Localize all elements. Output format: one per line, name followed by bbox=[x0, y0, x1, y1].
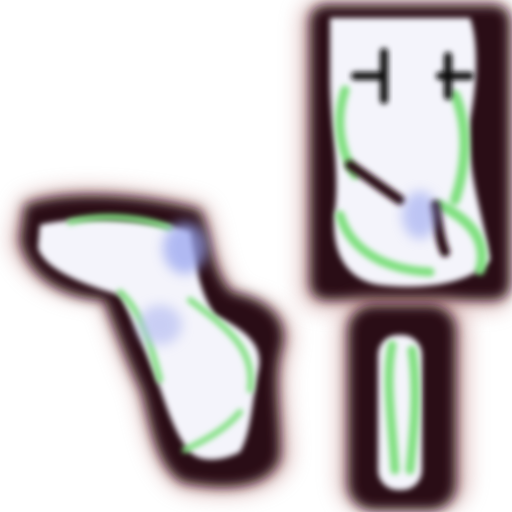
right-top-blob-left-tick-icon bbox=[351, 48, 388, 104]
left-blob-blue-tint bbox=[163, 222, 207, 274]
right-top-blob-blue-tint bbox=[402, 191, 438, 239]
right-bottom-blob bbox=[338, 300, 468, 512]
right-top-blob-right-tick-icon bbox=[436, 52, 474, 100]
left-blob bbox=[10, 188, 293, 495]
right-bottom-blob-green bbox=[384, 340, 420, 475]
left-blob-blue-tint-lower bbox=[138, 305, 182, 345]
right-top-blob bbox=[300, 0, 512, 310]
right-top-blob-green-right bbox=[435, 90, 487, 275]
